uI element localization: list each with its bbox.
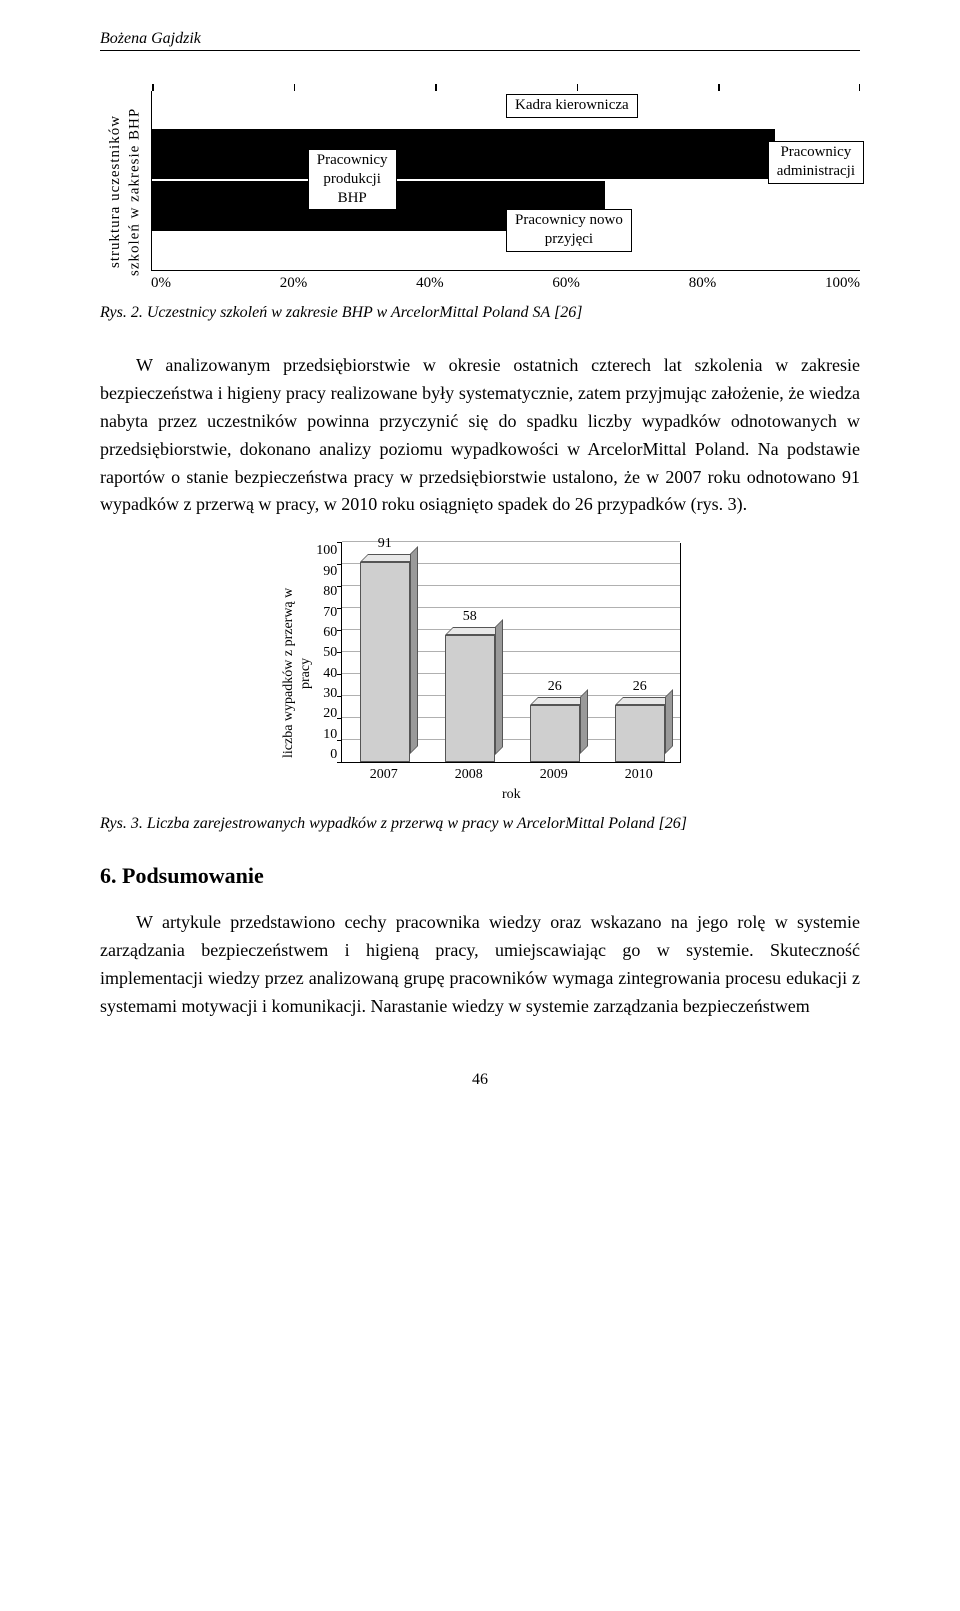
fig2-ticks	[152, 84, 860, 91]
fig2-ylabel-l1: struktura uczestników	[107, 115, 123, 268]
author-header: Bożena Gajdzik	[100, 30, 860, 51]
fig2-plot: Pracownicy produkcji BHP Kadra kierownic…	[151, 91, 860, 271]
fig3-value-label: 26	[615, 679, 665, 695]
paragraph-1: W analizowanym przedsiębiorstwie w okres…	[100, 352, 860, 519]
fig3-value-label: 58	[445, 609, 495, 625]
fig2-callout-nowo: Pracownicy nowo przyjęci	[506, 209, 632, 252]
fig2-ylabel-l2: szkoleń w zakresie BHP	[127, 107, 143, 275]
fig3-xlabel: 2009	[511, 767, 596, 783]
fig2-callout-prod: Pracownicy produkcji BHP	[308, 149, 397, 210]
fig3-value-label: 91	[360, 536, 410, 552]
fig3-xlabel: 2007	[341, 767, 426, 783]
fig2-callout-kadra: Kadra kierownicza	[506, 94, 638, 118]
fig2-ylabel: struktura uczestników szkoleń w zakresie…	[100, 91, 151, 292]
fig2-bar-top	[152, 129, 775, 179]
page-number: 46	[100, 1071, 860, 1089]
section-heading: 6. Podsumowanie	[100, 863, 860, 889]
fig2-xlabels: 0% 20% 40% 60% 80% 100%	[151, 271, 860, 292]
figure-3: liczba wypadków z przerwą w pracy 100 90…	[100, 543, 860, 803]
fig2-caption: Rys. 2. Uczestnicy szkoleń w zakresie BH…	[100, 304, 860, 322]
fig3-ylabel: liczba wypadków z przerwą w pracy	[279, 543, 317, 803]
fig3-value-label: 26	[530, 679, 580, 695]
fig3-xlabel: 2008	[426, 767, 511, 783]
fig3-xtitle: rok	[341, 783, 681, 803]
fig3-caption: Rys. 3. Liczba zarejestrowanych wypadków…	[100, 815, 860, 833]
fig3-xlabels: 2007200820092010	[341, 763, 681, 783]
fig3-yaxis: 100 90 80 70 60 50 40 30 20 10 0	[316, 543, 341, 781]
fig2-callout-admin: Pracownicy administracji	[768, 141, 864, 184]
figure-2: struktura uczestników szkoleń w zakresie…	[100, 91, 860, 292]
fig3-xlabel: 2010	[596, 767, 681, 783]
fig3-plot: 91582626	[341, 543, 681, 763]
paragraph-2: W artykule przedstawiono cechy pracownik…	[100, 909, 860, 1021]
